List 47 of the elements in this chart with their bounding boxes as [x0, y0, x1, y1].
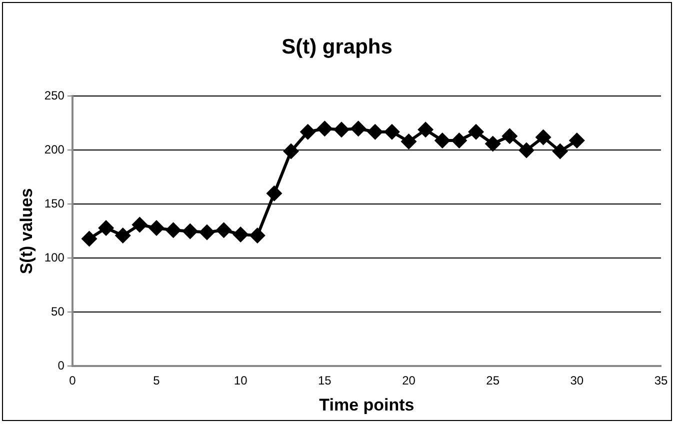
point: [165, 222, 182, 238]
y-tick-label: 50: [51, 304, 65, 319]
point: [367, 124, 384, 140]
point: [114, 228, 131, 244]
point: [333, 122, 350, 138]
y-axis-title: S(t) values: [16, 188, 36, 274]
x-tick-label: 25: [486, 374, 500, 388]
point: [132, 216, 148, 233]
point: [249, 228, 266, 244]
point: [300, 124, 316, 140]
y-tick-label: 0: [58, 358, 65, 373]
point: [518, 142, 534, 158]
point: [468, 124, 484, 140]
point: [384, 124, 400, 140]
y-tick-label: 150: [44, 196, 65, 211]
point: [198, 224, 215, 240]
x-tick-label: 10: [234, 374, 248, 388]
point: [502, 128, 518, 144]
point: [418, 122, 434, 138]
point: [451, 132, 468, 148]
point: [535, 129, 552, 146]
x-tick-label: 0: [69, 374, 76, 388]
point: [316, 120, 333, 137]
x-tick-label: 20: [402, 374, 416, 388]
point: [283, 143, 300, 160]
x-tick-label: 15: [318, 374, 332, 388]
x-axis-title: Time points: [319, 395, 414, 414]
point: [552, 143, 568, 160]
y-tick-label: 250: [44, 88, 65, 103]
point: [350, 120, 366, 137]
x-tick-label: 30: [570, 374, 584, 388]
point: [484, 136, 501, 152]
point: [81, 230, 98, 247]
point: [266, 185, 282, 202]
point: [148, 220, 165, 236]
point: [232, 226, 249, 242]
point: [216, 222, 232, 238]
point: [400, 134, 417, 150]
point: [182, 223, 198, 240]
chart-title: S(t) graphs: [282, 35, 392, 58]
x-tick-label: 5: [153, 374, 160, 388]
x-tick-label: 35: [654, 374, 668, 388]
y-tick-label: 200: [44, 142, 65, 157]
point: [568, 132, 585, 148]
point: [434, 132, 450, 148]
point: [98, 220, 114, 236]
y-tick-label: 100: [44, 250, 65, 265]
